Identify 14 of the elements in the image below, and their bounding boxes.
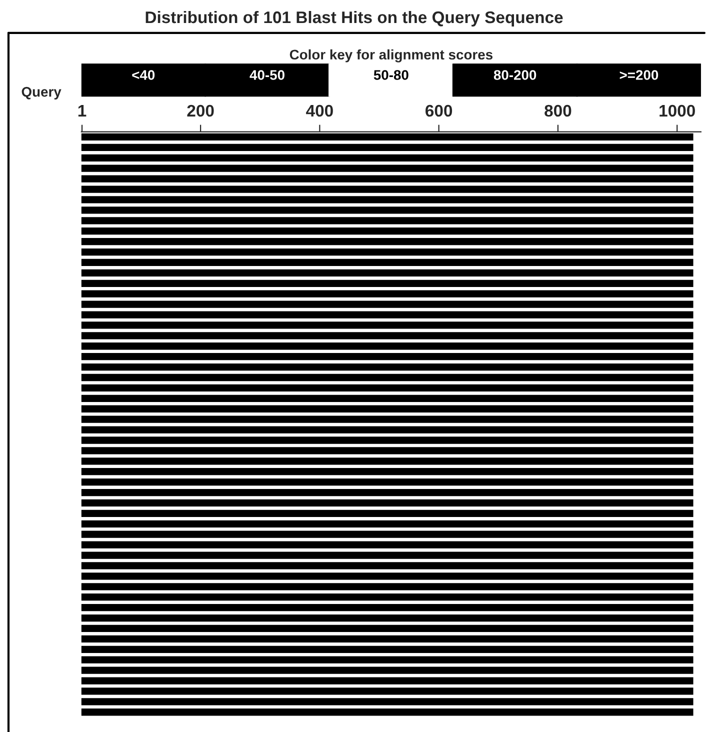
x-tick-label: 1 bbox=[78, 105, 86, 116]
x-tick-label: 800 bbox=[544, 104, 572, 117]
x-tick-label: 1000 bbox=[660, 104, 695, 117]
chart-title: Distribution of 101 Blast Hits on the Query Sequence bbox=[146, 10, 563, 27]
text: Color key for alignment scores bbox=[290, 49, 492, 62]
category-label: 80-200 bbox=[494, 70, 536, 80]
text: Query bbox=[22, 86, 62, 100]
category-label: 40-50 bbox=[250, 70, 284, 80]
category-label: >=200 bbox=[620, 70, 658, 80]
x-tick-label: 400 bbox=[306, 104, 333, 117]
x-tick-label: 600 bbox=[426, 104, 452, 117]
x-tick-label: 200 bbox=[187, 104, 214, 117]
category-label: <40 bbox=[132, 70, 155, 80]
category-label: 50-80 bbox=[374, 70, 408, 80]
